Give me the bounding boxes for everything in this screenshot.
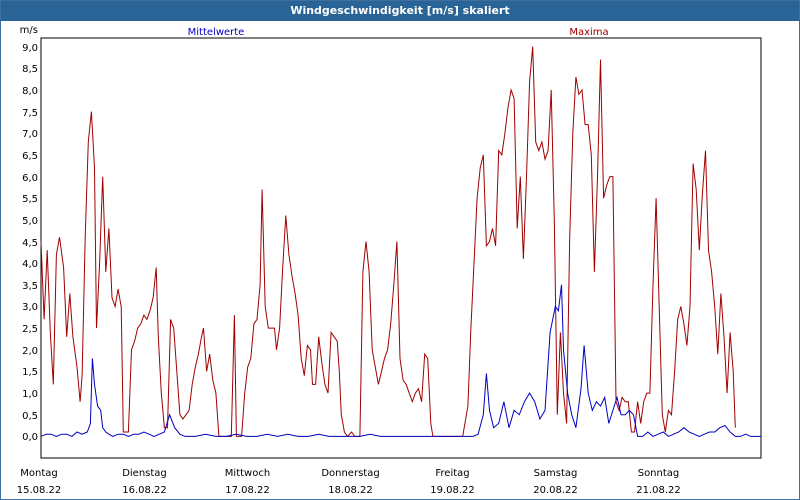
day-name-label: Sonntag: [638, 468, 680, 479]
y-tick-label: 6,5: [22, 151, 38, 162]
y-tick-label: 3,5: [22, 281, 38, 292]
legend-maxima: Maxima: [569, 27, 608, 38]
y-tick-label: 2,5: [22, 324, 38, 335]
day-date-label: 18.08.22: [328, 485, 373, 496]
y-tick-label: 4,5: [22, 238, 38, 249]
day-name-label: Montag: [20, 468, 57, 479]
y-tick-label: 2,0: [22, 346, 38, 357]
day-date-label: 20.08.22: [533, 485, 578, 496]
y-tick-label: 0,0: [22, 432, 38, 443]
day-name-label: Mittwoch: [225, 468, 270, 479]
day-date-label: 16.08.22: [122, 485, 167, 496]
day-date-label: 19.08.22: [430, 485, 475, 496]
y-tick-label: 5,0: [22, 216, 38, 227]
legend-mittelwerte: Mittelwerte: [188, 27, 245, 38]
series-lines: [40, 46, 761, 438]
axes: [40, 37, 762, 459]
y-tick-label: 0,5: [22, 411, 38, 422]
day-name-label: Samstag: [534, 468, 578, 479]
day-date-label: 21.08.22: [636, 485, 681, 496]
y-tick-label: 7,0: [22, 129, 38, 140]
day-date-label: 17.08.22: [225, 485, 270, 496]
day-name-label: Freitag: [435, 468, 469, 479]
window-title: Windgeschwindigkeit [m/s] skaliert: [1, 1, 799, 21]
day-name-label: Donnerstag: [321, 468, 379, 479]
plot-frame: [40, 37, 762, 459]
y-tick-label: 5,5: [22, 194, 38, 205]
wind-speed-chart: 0,0 0,5 1,0 1,5 2,0 2,5 3,0 3,5 4,0 4,5 5,0 5,5 6,0 6…: [17, 25, 762, 496]
y-axis-unit: m/s: [20, 25, 38, 36]
day-date-label: 15.08.22: [17, 485, 62, 496]
series-line-maxima: [40, 46, 736, 438]
y-tick-label: 4,0: [22, 259, 38, 270]
day-name-label: Dienstag: [122, 468, 167, 479]
labels: 0,0 0,5 1,0 1,5 2,0 2,5 3,0 3,5 4,0 4,5 5,0 5,5 6,0 6…: [17, 25, 681, 496]
y-tick-label: 1,5: [22, 367, 38, 378]
series-line-mittelwerte: [40, 284, 761, 437]
y-tick-label: 8,5: [22, 64, 38, 75]
y-tick-label: 7,5: [22, 108, 38, 119]
y-tick-label: 8,0: [22, 86, 38, 97]
y-tick-label: 9,0: [22, 43, 38, 54]
y-tick-label: 1,0: [22, 389, 38, 400]
y-tick-label: 6,0: [22, 173, 38, 184]
y-tick-label: 3,0: [22, 302, 38, 313]
